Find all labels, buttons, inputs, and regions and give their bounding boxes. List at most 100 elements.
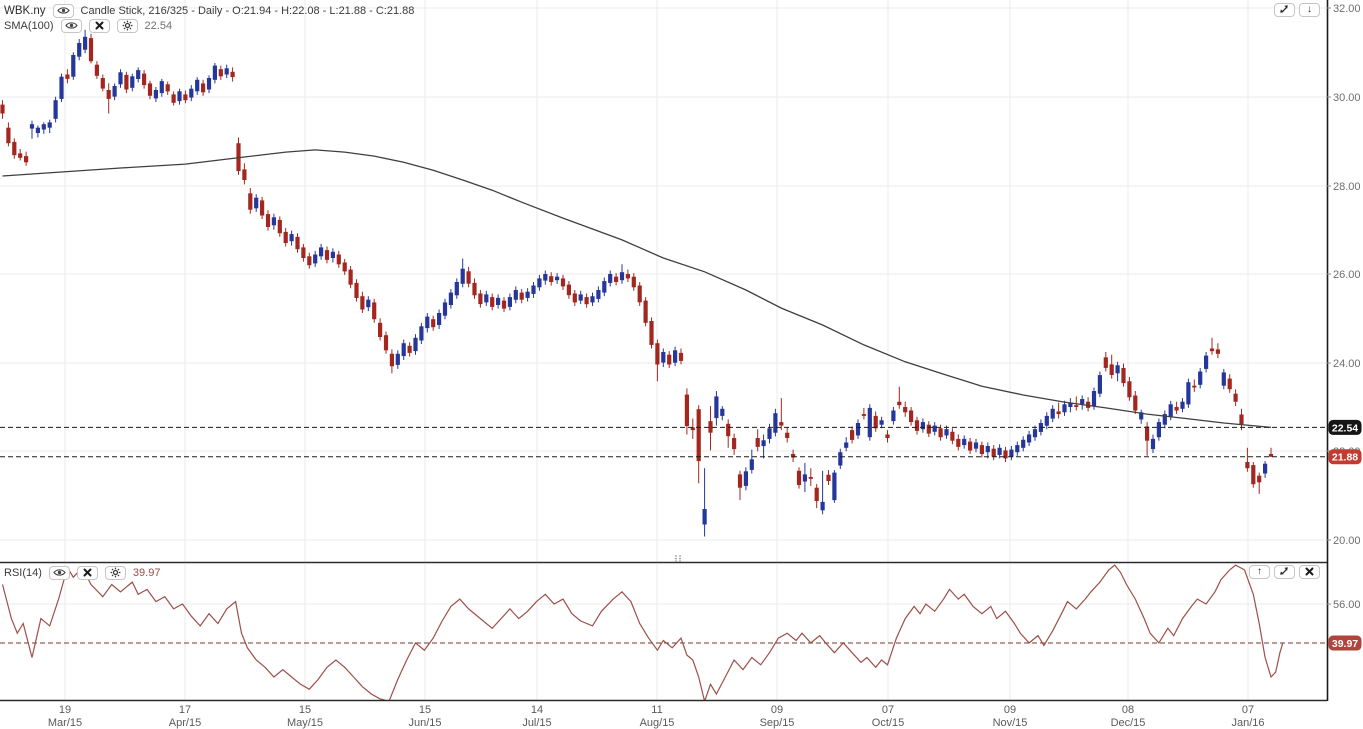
candle-body (1192, 385, 1197, 388)
close-icon[interactable] (88, 18, 110, 33)
candle-body (147, 83, 153, 96)
arrow-up-icon[interactable]: ↑ (1249, 564, 1270, 579)
candle-body (1027, 434, 1032, 443)
candle-body (71, 55, 76, 77)
candle-body (301, 247, 306, 258)
candle-body (525, 291, 530, 298)
candle-body (838, 452, 843, 466)
drag-handle-dot[interactable] (679, 557, 681, 560)
sma-indicator-header: SMA(100) 22.54 (4, 18, 172, 33)
candle-body (94, 64, 99, 76)
candle-body (956, 438, 961, 447)
candle-body (124, 74, 129, 90)
candle-body (1097, 375, 1102, 394)
expand-icon[interactable] (1274, 564, 1295, 579)
candle-body (779, 422, 784, 426)
drag-handle-dot[interactable] (675, 560, 677, 563)
expand-icon[interactable] (1274, 2, 1295, 17)
candle-body (165, 84, 170, 92)
candle-body (271, 217, 276, 226)
date-tick-month: Dec/15 (1111, 717, 1146, 729)
rsi-indicator-label: RSI(14) (4, 566, 42, 579)
candle-body (496, 297, 501, 305)
candle-body (608, 274, 613, 283)
price-tick-label: 26.00 (1333, 269, 1361, 281)
candle-body (631, 276, 636, 288)
candle-body (985, 446, 990, 453)
date-tick-month: Sep/15 (760, 717, 795, 729)
candle-body (560, 278, 566, 287)
candle-body (749, 459, 754, 470)
candle-body (425, 316, 430, 329)
candle-body (1133, 395, 1138, 411)
candle-body (543, 274, 548, 281)
eye-icon[interactable] (48, 565, 70, 580)
candle-body (549, 276, 554, 282)
candle-body (218, 69, 223, 77)
candle-body (743, 471, 748, 486)
close-icon[interactable] (1299, 564, 1320, 579)
candle-body (283, 231, 288, 243)
candle-body (667, 354, 672, 365)
candle-body (324, 250, 330, 260)
candle-body (773, 413, 778, 433)
drag-handle-dot[interactable] (679, 560, 681, 563)
drag-handle-dot[interactable] (675, 557, 677, 560)
rsi-current-value: 39.97 (132, 566, 161, 579)
price-tick-label: 28.00 (1333, 181, 1361, 193)
candle-body (177, 91, 182, 102)
candle-body (53, 100, 58, 119)
date-tick-day: 14 (531, 704, 543, 716)
candle-body (448, 292, 453, 305)
candle-body (472, 282, 477, 296)
candle-body (1263, 463, 1268, 474)
price-levels-layer (0, 426, 1327, 458)
candle-body (419, 326, 424, 341)
candle-body (850, 430, 855, 440)
candle-body (962, 438, 967, 446)
drag-handle-dot[interactable] (679, 555, 681, 557)
eye-icon[interactable] (52, 3, 74, 18)
svg-text:22.54: 22.54 (1332, 422, 1358, 434)
candle-body (661, 352, 666, 363)
drag-handle-dot[interactable] (675, 555, 677, 557)
date-tick-day: 15 (419, 704, 431, 716)
price-tick-label: 32.00 (1333, 3, 1361, 15)
date-tick-month: Apr/15 (169, 717, 201, 729)
candle-body (1109, 364, 1114, 375)
candle-body (1257, 475, 1262, 483)
candle-body (690, 427, 695, 431)
candle-body (395, 353, 400, 365)
candle-body (118, 72, 123, 85)
date-tick-month: Mar/15 (48, 717, 82, 729)
candle-body (59, 76, 64, 99)
chart-controls: ↓ (1274, 2, 1320, 17)
candle-body (431, 319, 436, 328)
candle-body (696, 409, 701, 462)
candle-body (785, 432, 790, 438)
candle-body (1186, 382, 1191, 405)
candle-body (1198, 371, 1203, 385)
candle-body (88, 38, 94, 62)
candle-body (1009, 449, 1014, 457)
candle-body (991, 448, 996, 457)
candle-body (366, 299, 371, 308)
gear-icon[interactable] (116, 18, 138, 33)
arrow-down-icon[interactable]: ↓ (1299, 2, 1320, 17)
candle-body (926, 424, 931, 434)
close-icon[interactable] (76, 565, 98, 580)
candle-body (1074, 405, 1079, 407)
gear-icon[interactable] (104, 565, 126, 580)
eye-icon (64, 22, 78, 29)
candle-body (330, 251, 335, 258)
eye-icon[interactable] (60, 18, 82, 33)
sma-value-badge: 22.54 (1328, 419, 1362, 435)
candle-body (808, 477, 813, 479)
candle-body (41, 124, 46, 130)
candle-body (649, 321, 654, 345)
candle-body (578, 294, 583, 301)
time-axis[interactable]: 19Mar/1517Apr/1515May/1515Jun/1514Jul/15… (48, 704, 1265, 729)
rsi-indicator-header: RSI(14) 39.97 (4, 565, 160, 580)
